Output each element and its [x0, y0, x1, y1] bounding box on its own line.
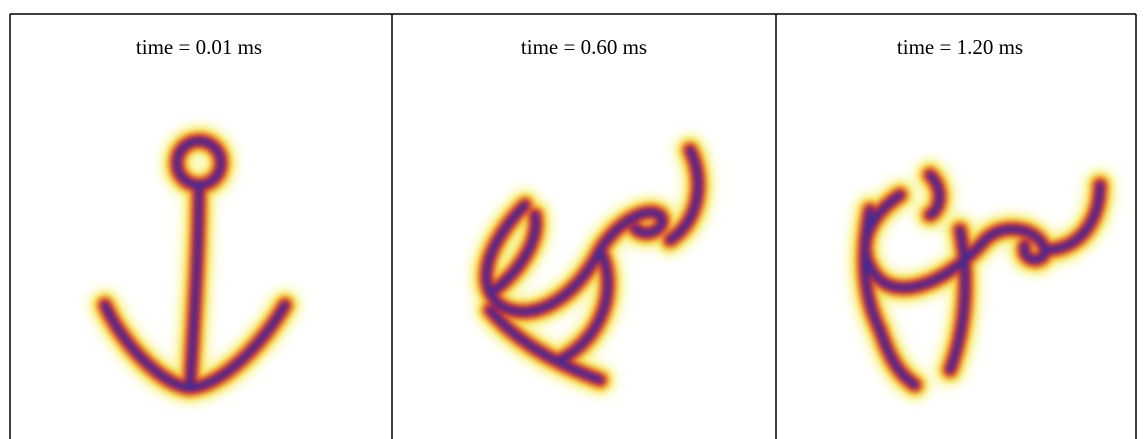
panel-label: time = 0.60 ms [521, 35, 647, 59]
flow-images [105, 141, 1100, 388]
panel-label: time = 0.01 ms [136, 35, 262, 59]
panel-label: time = 1.20 ms [897, 35, 1023, 59]
